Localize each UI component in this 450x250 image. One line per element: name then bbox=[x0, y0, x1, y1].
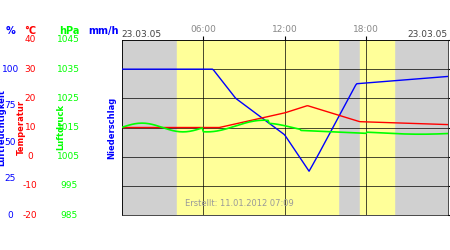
Text: -10: -10 bbox=[23, 181, 38, 190]
Text: 1045: 1045 bbox=[58, 36, 80, 44]
Text: 0: 0 bbox=[8, 210, 13, 220]
Text: 985: 985 bbox=[60, 210, 77, 220]
Text: 50: 50 bbox=[4, 138, 16, 146]
Text: %: % bbox=[5, 26, 15, 36]
Text: 20: 20 bbox=[25, 94, 36, 103]
Text: 25: 25 bbox=[4, 174, 16, 183]
Text: 1005: 1005 bbox=[57, 152, 81, 161]
Text: °C: °C bbox=[24, 26, 36, 36]
Text: 30: 30 bbox=[24, 65, 36, 74]
Text: 995: 995 bbox=[60, 181, 77, 190]
Text: 1035: 1035 bbox=[57, 65, 81, 74]
Text: Luftfeuchtigkeit: Luftfeuchtigkeit bbox=[0, 89, 6, 166]
Text: 75: 75 bbox=[4, 101, 16, 110]
Text: 1015: 1015 bbox=[57, 123, 81, 132]
Text: 1025: 1025 bbox=[58, 94, 80, 103]
Text: 40: 40 bbox=[25, 36, 36, 44]
Text: 23.03.05: 23.03.05 bbox=[122, 30, 162, 39]
Text: mm/h: mm/h bbox=[89, 26, 119, 36]
Bar bbox=[177, 40, 338, 215]
Text: 10: 10 bbox=[24, 123, 36, 132]
Text: 100: 100 bbox=[2, 65, 19, 74]
Text: Temperatur: Temperatur bbox=[17, 100, 26, 155]
Bar bbox=[360, 40, 394, 215]
Text: Luftdruck: Luftdruck bbox=[56, 104, 65, 150]
Text: 23.03.05: 23.03.05 bbox=[408, 30, 448, 39]
Text: hPa: hPa bbox=[58, 26, 79, 36]
Text: -20: -20 bbox=[23, 210, 37, 220]
Text: Erstellt: 11.01.2012 07:09: Erstellt: 11.01.2012 07:09 bbox=[184, 199, 293, 208]
Text: 0: 0 bbox=[27, 152, 33, 161]
Text: Niederschlag: Niederschlag bbox=[107, 96, 116, 159]
